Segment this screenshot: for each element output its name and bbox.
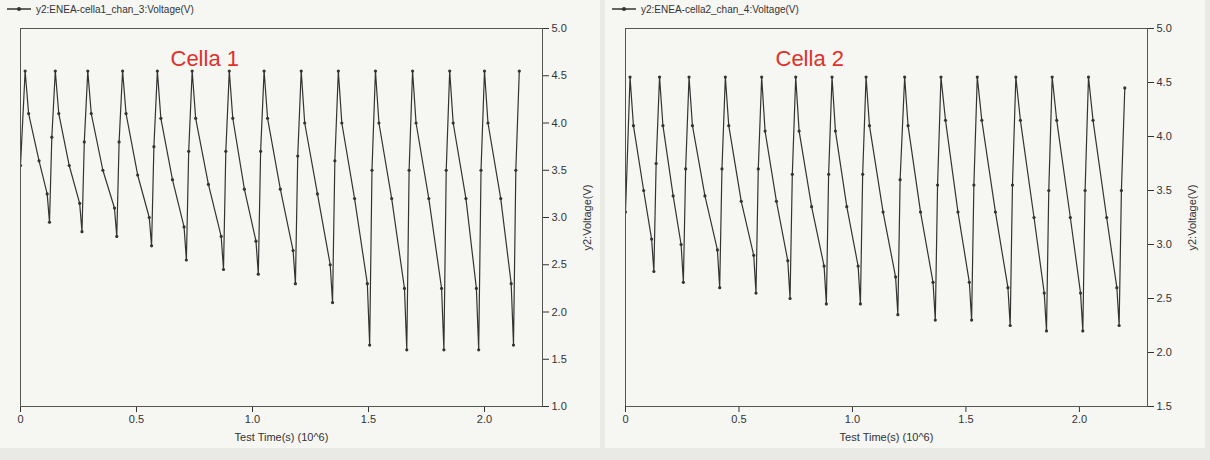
svg-text:3.5: 3.5 [1157,184,1172,196]
svg-text:1.0: 1.0 [245,413,260,425]
svg-text:2.0: 2.0 [1157,346,1172,358]
svg-text:2.0: 2.0 [1072,413,1087,425]
svg-text:Test Time(s) (10^6): Test Time(s) (10^6) [235,431,329,443]
svg-text:1.0: 1.0 [552,400,567,412]
svg-text:4.0: 4.0 [1157,130,1172,142]
svg-text:2.5: 2.5 [552,258,567,270]
svg-text:3.0: 3.0 [1157,238,1172,250]
svg-text:y2:Voltage(V): y2:Voltage(V) [1186,184,1198,250]
svg-text:2.0: 2.0 [477,413,492,425]
svg-text:y2:Voltage(V): y2:Voltage(V) [581,184,593,250]
svg-text:3.5: 3.5 [552,164,567,176]
svg-text:1.5: 1.5 [1157,400,1172,412]
svg-text:1.5: 1.5 [552,353,567,365]
html-text:y2:ENEA-cella1_chan_3:Voltage(: y2:ENEA-cella1_chan_3:Voltage(V) [36,3,194,15]
svg-text:0.5: 0.5 [731,413,746,425]
svg-text:0: 0 [622,413,628,425]
html-text:y2:ENEA-cella2_chan_4:Voltage(: y2:ENEA-cella2_chan_4:Voltage(V) [641,3,799,15]
svg-text:1.0: 1.0 [845,413,860,425]
svg-text:2.0: 2.0 [552,306,567,318]
svg-text:0: 0 [17,413,23,425]
svg-text:4.5: 4.5 [552,69,567,81]
svg-text:4.0: 4.0 [552,117,567,129]
svg-text:4.5: 4.5 [1157,76,1172,88]
svg-text:1.5: 1.5 [361,413,376,425]
svg-text:5.0: 5.0 [552,22,567,34]
svg-text:1.5: 1.5 [958,413,973,425]
svg-text:2.5: 2.5 [1157,292,1172,304]
svg-text:Cella 2: Cella 2 [776,46,844,71]
svg-text:0.5: 0.5 [129,413,144,425]
svg-text:Test Time(s) (10^6): Test Time(s) (10^6) [840,431,934,443]
svg-text:3.0: 3.0 [552,211,567,223]
svg-text:Cella 1: Cella 1 [171,46,239,71]
svg-text:5.0: 5.0 [1157,22,1172,34]
